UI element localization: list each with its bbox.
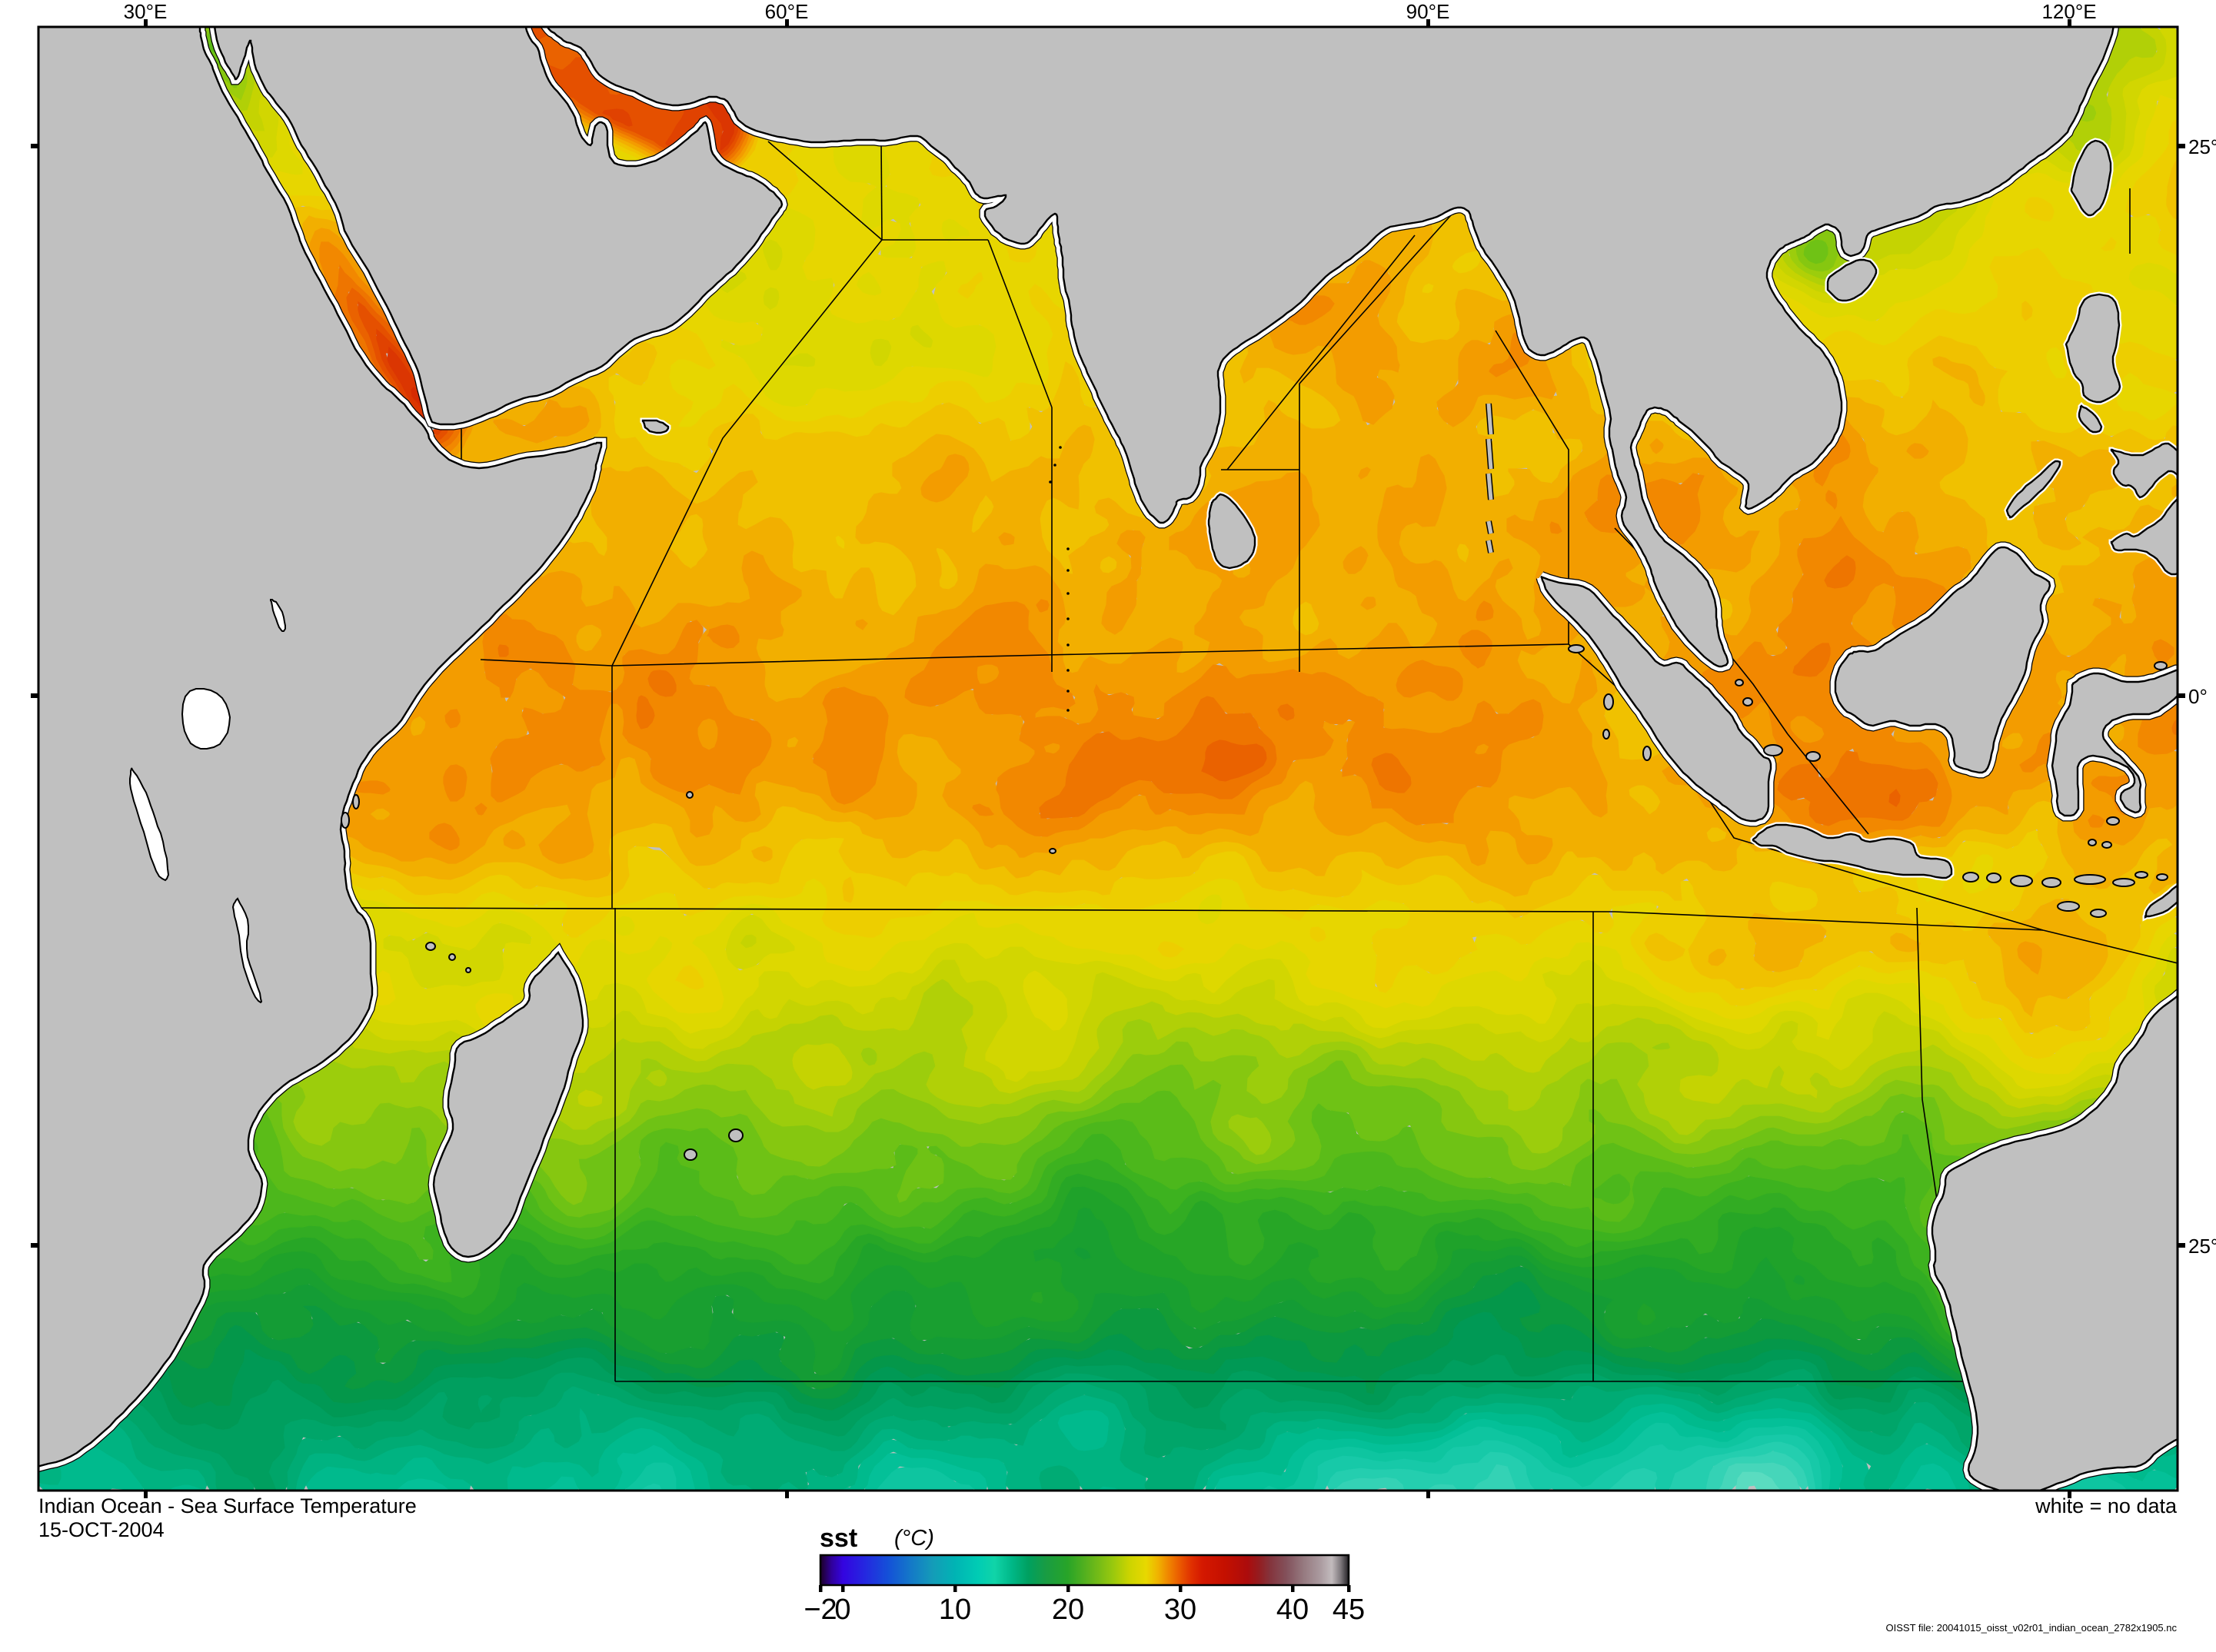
svg-text:15-OCT-2004: 15-OCT-2004: [38, 1518, 165, 1541]
svg-text:Indian Ocean - Sea Surface Tem: Indian Ocean - Sea Surface Temperature: [38, 1494, 417, 1517]
svg-text:60°E: 60°E: [765, 0, 809, 23]
svg-text:(°C): (°C): [894, 1526, 934, 1551]
svg-text:40: 40: [1276, 1594, 1309, 1626]
svg-text:0: 0: [834, 1594, 850, 1626]
svg-text:30°E: 30°E: [124, 0, 168, 23]
svg-text:90°E: 90°E: [1406, 0, 1450, 23]
svg-text:10: 10: [939, 1594, 971, 1626]
svg-text:25°: 25°: [2188, 135, 2216, 158]
svg-text:OISST file: 20041015_oisst_v02: OISST file: 20041015_oisst_v02r01_indian…: [1886, 1622, 2178, 1634]
svg-text:−2: −2: [804, 1594, 837, 1626]
svg-text:white = no data: white = no data: [2035, 1494, 2178, 1517]
svg-text:30: 30: [1164, 1594, 1196, 1626]
svg-text:sst: sst: [820, 1524, 857, 1553]
svg-text:25°: 25°: [2188, 1235, 2216, 1258]
svg-text:0°: 0°: [2188, 685, 2208, 708]
svg-text:120°E: 120°E: [2041, 0, 2096, 23]
svg-text:45: 45: [1333, 1594, 1365, 1626]
svg-text:20: 20: [1052, 1594, 1084, 1626]
